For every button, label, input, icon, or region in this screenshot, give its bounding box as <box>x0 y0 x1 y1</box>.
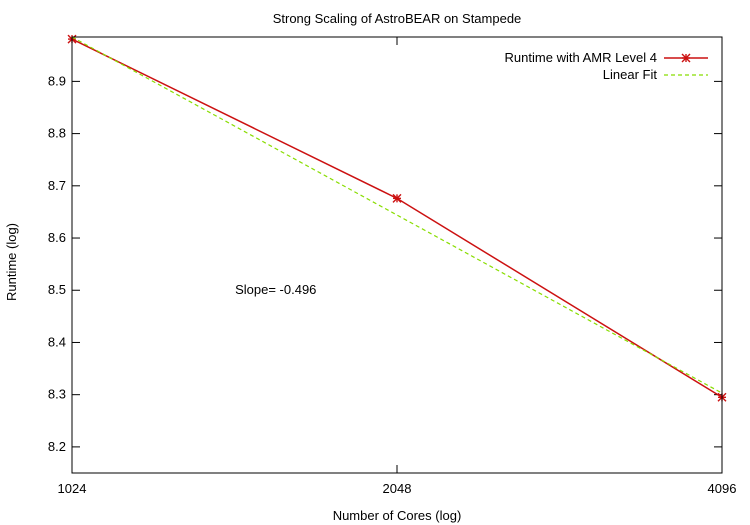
y-tick-label: 8.6 <box>48 230 66 245</box>
runtime-data-point <box>392 193 402 203</box>
legend: Runtime with AMR Level 4 Linear Fit <box>505 50 708 82</box>
legend-label: Linear Fit <box>603 67 658 82</box>
y-tick-label: 8.4 <box>48 334 66 349</box>
y-tick-label: 8.5 <box>48 282 66 297</box>
ticks-layer: 8.2 8.3 8.4 8.5 8.6 8.7 8.8 8.9 1024 2048 4096 <box>48 37 737 496</box>
x-tick-label: 1024 <box>58 481 87 496</box>
marker-stroke <box>681 53 691 63</box>
slope-annotation: Slope= -0.496 <box>235 282 316 297</box>
y-tick-label: 8.8 <box>48 126 66 141</box>
marker-stroke <box>392 193 402 203</box>
y-tick-label: 8.9 <box>48 73 66 88</box>
y-tick-label: 8.7 <box>48 178 66 193</box>
legend-sample-marker <box>681 53 691 63</box>
x-tick-label: 2048 <box>383 481 412 496</box>
x-tick-label: 4096 <box>708 481 737 496</box>
legend-label: Runtime with AMR Level 4 <box>505 50 657 65</box>
plot-frame <box>71 36 723 474</box>
x-axis-label: Number of Cores (log) <box>333 508 462 523</box>
chart-title: Strong Scaling of AstroBEAR on Stampede <box>273 11 522 26</box>
y-tick-label: 8.2 <box>48 439 66 454</box>
y-tick-label: 8.3 <box>48 387 66 402</box>
y-axis-label: Runtime (log) <box>4 223 19 301</box>
annotation-layer: Slope= -0.496 <box>235 282 316 297</box>
linear-fit-line <box>71 36 723 394</box>
